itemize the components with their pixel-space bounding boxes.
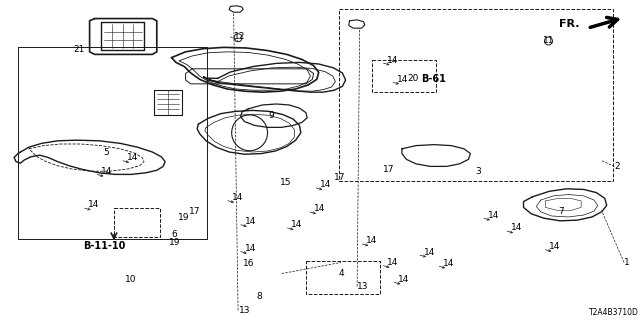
Text: 3: 3 [475, 167, 481, 176]
Text: 14: 14 [398, 275, 410, 284]
Text: B-11-10: B-11-10 [83, 241, 125, 251]
Text: 17: 17 [383, 165, 394, 174]
Text: 10: 10 [125, 276, 136, 284]
Text: 12: 12 [234, 32, 245, 41]
Text: 1: 1 [624, 258, 630, 267]
Text: 19: 19 [178, 213, 189, 222]
Text: B-61: B-61 [421, 74, 446, 84]
Text: 14: 14 [387, 258, 399, 267]
Text: 14: 14 [245, 244, 257, 253]
Text: 7: 7 [558, 207, 564, 216]
Text: 15: 15 [280, 178, 292, 187]
Bar [339, 9, 613, 181]
Text: 11: 11 [543, 36, 555, 45]
Text: 14: 14 [549, 242, 561, 251]
Text: 14: 14 [366, 236, 378, 245]
Text: 14: 14 [397, 75, 408, 84]
Text: FR.: FR. [559, 19, 579, 29]
Text: 14: 14 [127, 153, 138, 162]
Text: 17: 17 [189, 207, 200, 216]
Text: 20: 20 [408, 74, 419, 83]
Text: 14: 14 [101, 167, 113, 176]
Text: 14: 14 [511, 223, 522, 232]
Text: 14: 14 [443, 259, 454, 268]
Text: 14: 14 [232, 193, 243, 202]
Text: 2: 2 [614, 162, 620, 171]
Text: 14: 14 [314, 204, 325, 213]
Text: 14: 14 [88, 200, 100, 209]
Text: 4: 4 [339, 269, 344, 278]
Text: 16: 16 [243, 260, 255, 268]
Text: 14: 14 [387, 56, 399, 65]
Text: 14: 14 [244, 217, 256, 226]
Text: 14: 14 [424, 248, 435, 257]
Text: 5: 5 [104, 148, 109, 157]
Text: 19: 19 [169, 238, 180, 247]
Text: T2A4B3710D: T2A4B3710D [589, 308, 639, 317]
Text: 17: 17 [334, 173, 346, 182]
Text: 21: 21 [74, 45, 85, 54]
Text: 14: 14 [291, 220, 303, 229]
Text: 13: 13 [357, 282, 369, 291]
Text: 6: 6 [172, 230, 177, 239]
Text: 14: 14 [488, 211, 499, 220]
Text: 9: 9 [269, 111, 275, 120]
Text: 14: 14 [320, 180, 332, 189]
Text: 8: 8 [256, 292, 262, 301]
Text: 13: 13 [239, 306, 250, 315]
